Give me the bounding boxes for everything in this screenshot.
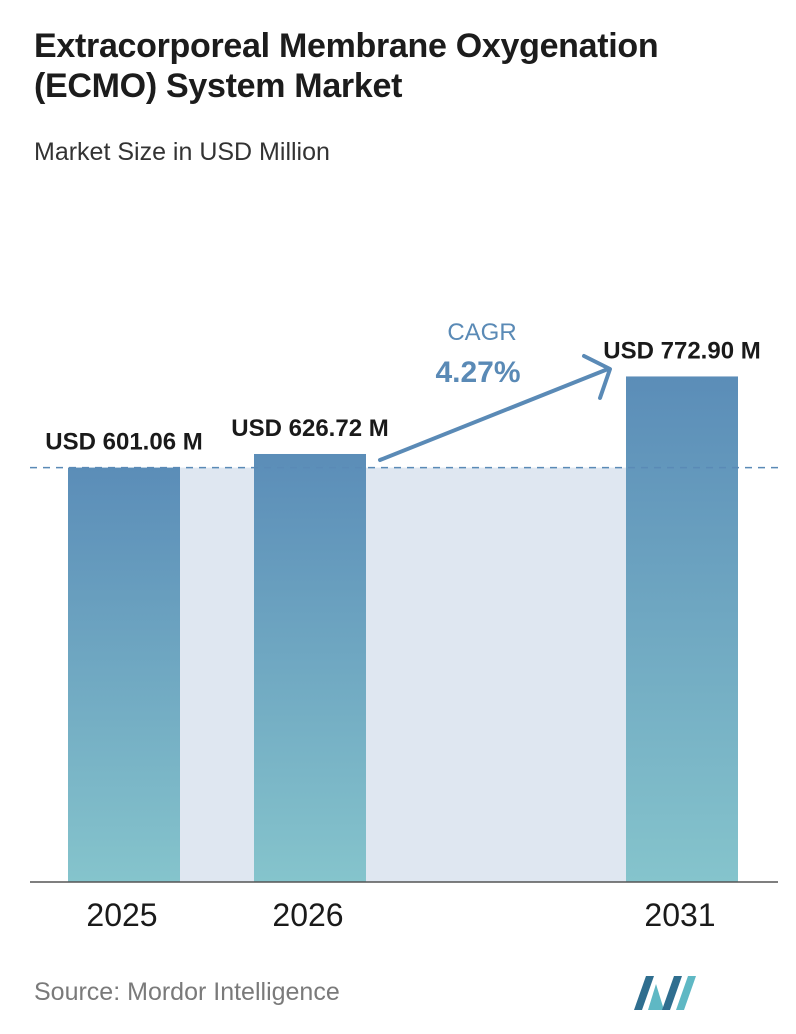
bar-chart: USD 601.06 M 2025 USD 626.72 M 2026 USD 772.… [30, 319, 780, 933]
cagr-arrow [378, 354, 612, 462]
cagr-label: CAGR [447, 319, 516, 346]
source-label: Source: [34, 978, 121, 1006]
source-name: Mordor Intelligence [127, 978, 340, 1006]
cagr-value: 4.27% [435, 356, 520, 389]
value-label-2025: USD 601.06 M [45, 429, 202, 456]
x-tick-2026: 2026 [272, 897, 343, 933]
x-tick-2031: 2031 [644, 897, 715, 933]
source-line: Source: Mordor Intelligence [34, 978, 340, 1007]
bar-2026 [254, 453, 366, 882]
chart-title: Extracorporeal Membrane Oxygenation (ECM… [34, 27, 659, 105]
chart-subtitle: Market Size in USD Million [34, 138, 330, 166]
x-tick-2025: 2025 [86, 897, 157, 933]
bar-2025 [68, 467, 180, 882]
value-label-2031: USD 772.90 M [603, 337, 760, 364]
mordor-intelligence-logo-icon [634, 976, 696, 1010]
bar-2031 [626, 376, 738, 882]
value-label-2026: USD 626.72 M [231, 415, 388, 442]
